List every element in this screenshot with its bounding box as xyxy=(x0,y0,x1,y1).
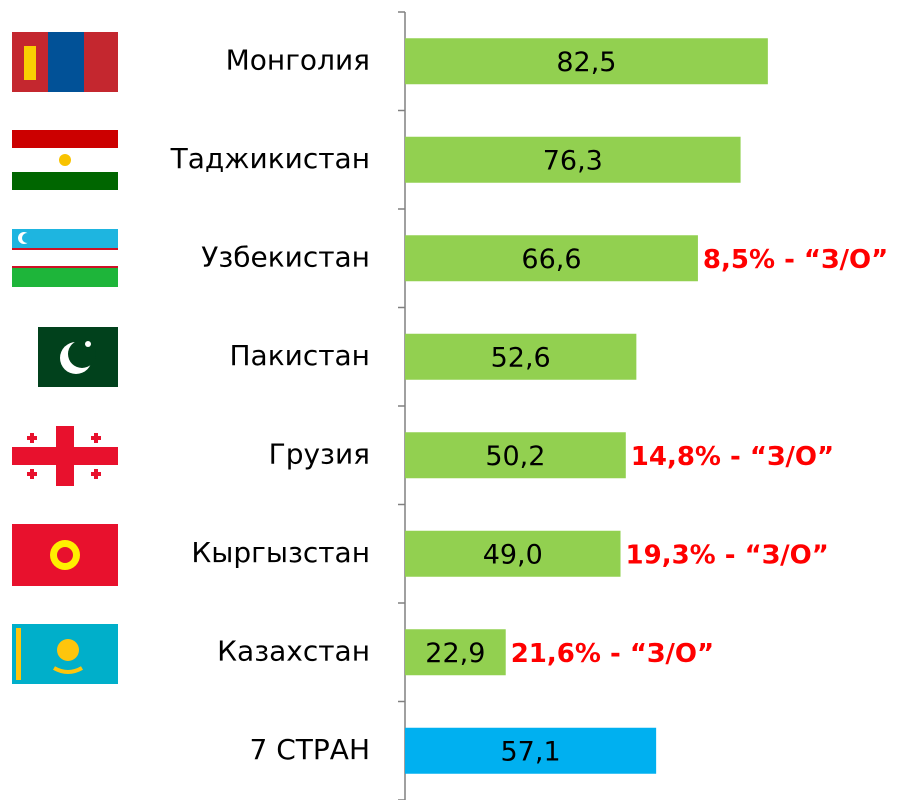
bar xyxy=(405,235,698,282)
value-label: 50,2 xyxy=(485,441,545,472)
annotation: 19,3% - “З/О” xyxy=(626,540,829,570)
category-label: Казахстан xyxy=(217,634,370,667)
category-label: 7 СТРАН xyxy=(250,733,370,766)
category-label: Кыргызстан xyxy=(191,536,370,569)
category-label: Таджикистан xyxy=(170,142,370,175)
value-label: 76,3 xyxy=(543,145,603,176)
annotation: 21,6% - “З/О” xyxy=(511,639,714,669)
flag-kyrgyzstan xyxy=(12,524,118,586)
flag-kazakhstan xyxy=(12,624,118,684)
bar xyxy=(405,629,506,676)
bar xyxy=(405,38,768,85)
bar xyxy=(405,136,741,183)
bar xyxy=(405,727,657,774)
flag-mongolia xyxy=(12,32,118,92)
category-label: Узбекистан xyxy=(201,240,370,273)
value-label: 66,6 xyxy=(521,244,581,275)
category-label: Монголия xyxy=(226,43,370,76)
annotation: 8,5% - “З/О” xyxy=(703,245,888,275)
category-label: Грузия xyxy=(269,437,370,470)
value-label: 82,5 xyxy=(556,47,616,78)
flag-uzbekistan xyxy=(12,229,118,287)
value-label: 49,0 xyxy=(483,539,543,570)
flag-tajikistan xyxy=(12,130,118,190)
value-label: 57,1 xyxy=(501,736,561,767)
flags xyxy=(12,32,118,684)
value-label: 52,6 xyxy=(491,342,551,373)
bar xyxy=(405,530,621,577)
flag-georgia xyxy=(12,426,118,486)
bar xyxy=(405,432,626,479)
annotation: 14,8% - “З/О” xyxy=(631,442,834,472)
bar xyxy=(405,333,637,380)
value-label: 22,9 xyxy=(425,638,485,669)
flag-pakistan xyxy=(12,327,118,387)
category-label: Пакистан xyxy=(230,339,371,372)
